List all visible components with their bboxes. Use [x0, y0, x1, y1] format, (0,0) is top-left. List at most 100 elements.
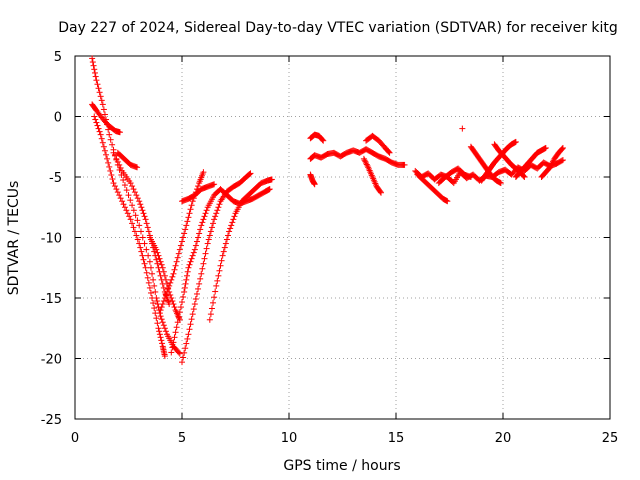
data-point — [187, 258, 194, 265]
data-point — [134, 164, 141, 171]
data-point — [216, 201, 223, 208]
data-point — [186, 210, 193, 217]
data-point — [154, 320, 161, 327]
data-point — [126, 213, 133, 220]
data-point — [92, 116, 99, 123]
data-point — [134, 217, 141, 224]
data-point — [203, 245, 210, 252]
data-point — [195, 183, 202, 190]
x-axis-label: GPS time / hours — [283, 458, 400, 474]
data-point — [199, 265, 206, 272]
data-point — [139, 252, 146, 259]
data-point — [198, 270, 205, 277]
data-point — [225, 232, 232, 239]
data-point — [106, 131, 113, 138]
data-point — [96, 89, 103, 96]
data-point — [266, 186, 273, 193]
data-point — [171, 304, 178, 311]
y-axis-label: SDTVAR / TECUs — [6, 181, 22, 296]
data-point — [202, 250, 209, 257]
data-point — [363, 161, 370, 168]
data-point — [160, 322, 167, 329]
data-point — [151, 305, 158, 312]
series-outlier — [459, 125, 466, 132]
data-point — [174, 319, 181, 326]
data-point — [131, 228, 138, 235]
data-point — [205, 236, 212, 243]
data-point — [117, 164, 124, 171]
data-point — [190, 249, 197, 256]
data-point — [176, 309, 183, 316]
series-arc-7 — [157, 169, 207, 314]
data-point — [109, 176, 116, 183]
data-point — [184, 335, 191, 342]
data-point — [188, 255, 195, 262]
data-point — [198, 222, 205, 229]
data-point — [164, 288, 171, 295]
data-point — [189, 252, 196, 259]
series-arc-3 — [91, 113, 168, 360]
data-point — [162, 276, 169, 283]
data-point — [116, 129, 123, 136]
data-point — [111, 152, 118, 159]
data-point — [91, 113, 98, 120]
y-tick-label: -5 — [49, 171, 62, 186]
data-point — [123, 207, 130, 214]
data-point — [186, 261, 193, 268]
data-point — [216, 267, 223, 274]
data-point — [180, 234, 187, 241]
data-point — [151, 282, 158, 289]
data-point — [213, 210, 220, 217]
data-point — [170, 270, 177, 277]
data-point — [114, 189, 121, 196]
data-point — [212, 288, 219, 295]
data-point — [180, 354, 187, 361]
data-point — [559, 145, 566, 152]
data-point — [207, 228, 214, 235]
data-point — [142, 216, 149, 223]
data-point — [200, 260, 207, 267]
data-point — [130, 186, 137, 193]
data-point — [187, 206, 194, 213]
data-point — [101, 147, 108, 154]
data-point — [208, 224, 215, 231]
data-point — [547, 164, 554, 171]
data-point — [150, 300, 157, 307]
data-point — [207, 311, 214, 318]
data-point — [401, 161, 408, 168]
data-point — [158, 316, 165, 323]
data-point — [183, 272, 190, 279]
data-point — [268, 176, 275, 183]
data-point — [200, 216, 207, 223]
data-point — [180, 293, 187, 300]
data-point — [169, 273, 176, 280]
data-point — [179, 299, 185, 306]
data-point — [147, 264, 154, 271]
data-point — [559, 144, 566, 151]
data-point — [192, 296, 199, 303]
data-point — [134, 195, 141, 202]
data-point — [158, 304, 165, 311]
data-point — [204, 240, 211, 247]
data-point — [147, 289, 154, 296]
data-point — [521, 174, 528, 180]
data-point — [136, 240, 143, 247]
data-point — [130, 224, 137, 231]
data-point — [173, 324, 180, 331]
data-point — [196, 230, 203, 237]
data-point — [177, 242, 184, 249]
data-point — [153, 315, 160, 322]
data-point — [549, 160, 556, 167]
y-tick-label: -25 — [41, 413, 62, 428]
data-point — [137, 201, 144, 208]
data-point — [162, 328, 169, 335]
data-point — [364, 162, 371, 169]
data-point — [113, 155, 120, 162]
data-point — [319, 136, 326, 143]
data-point — [123, 187, 130, 194]
data-point — [125, 192, 132, 199]
data-point — [159, 340, 166, 347]
data-point — [136, 222, 143, 229]
data-point — [179, 359, 185, 366]
